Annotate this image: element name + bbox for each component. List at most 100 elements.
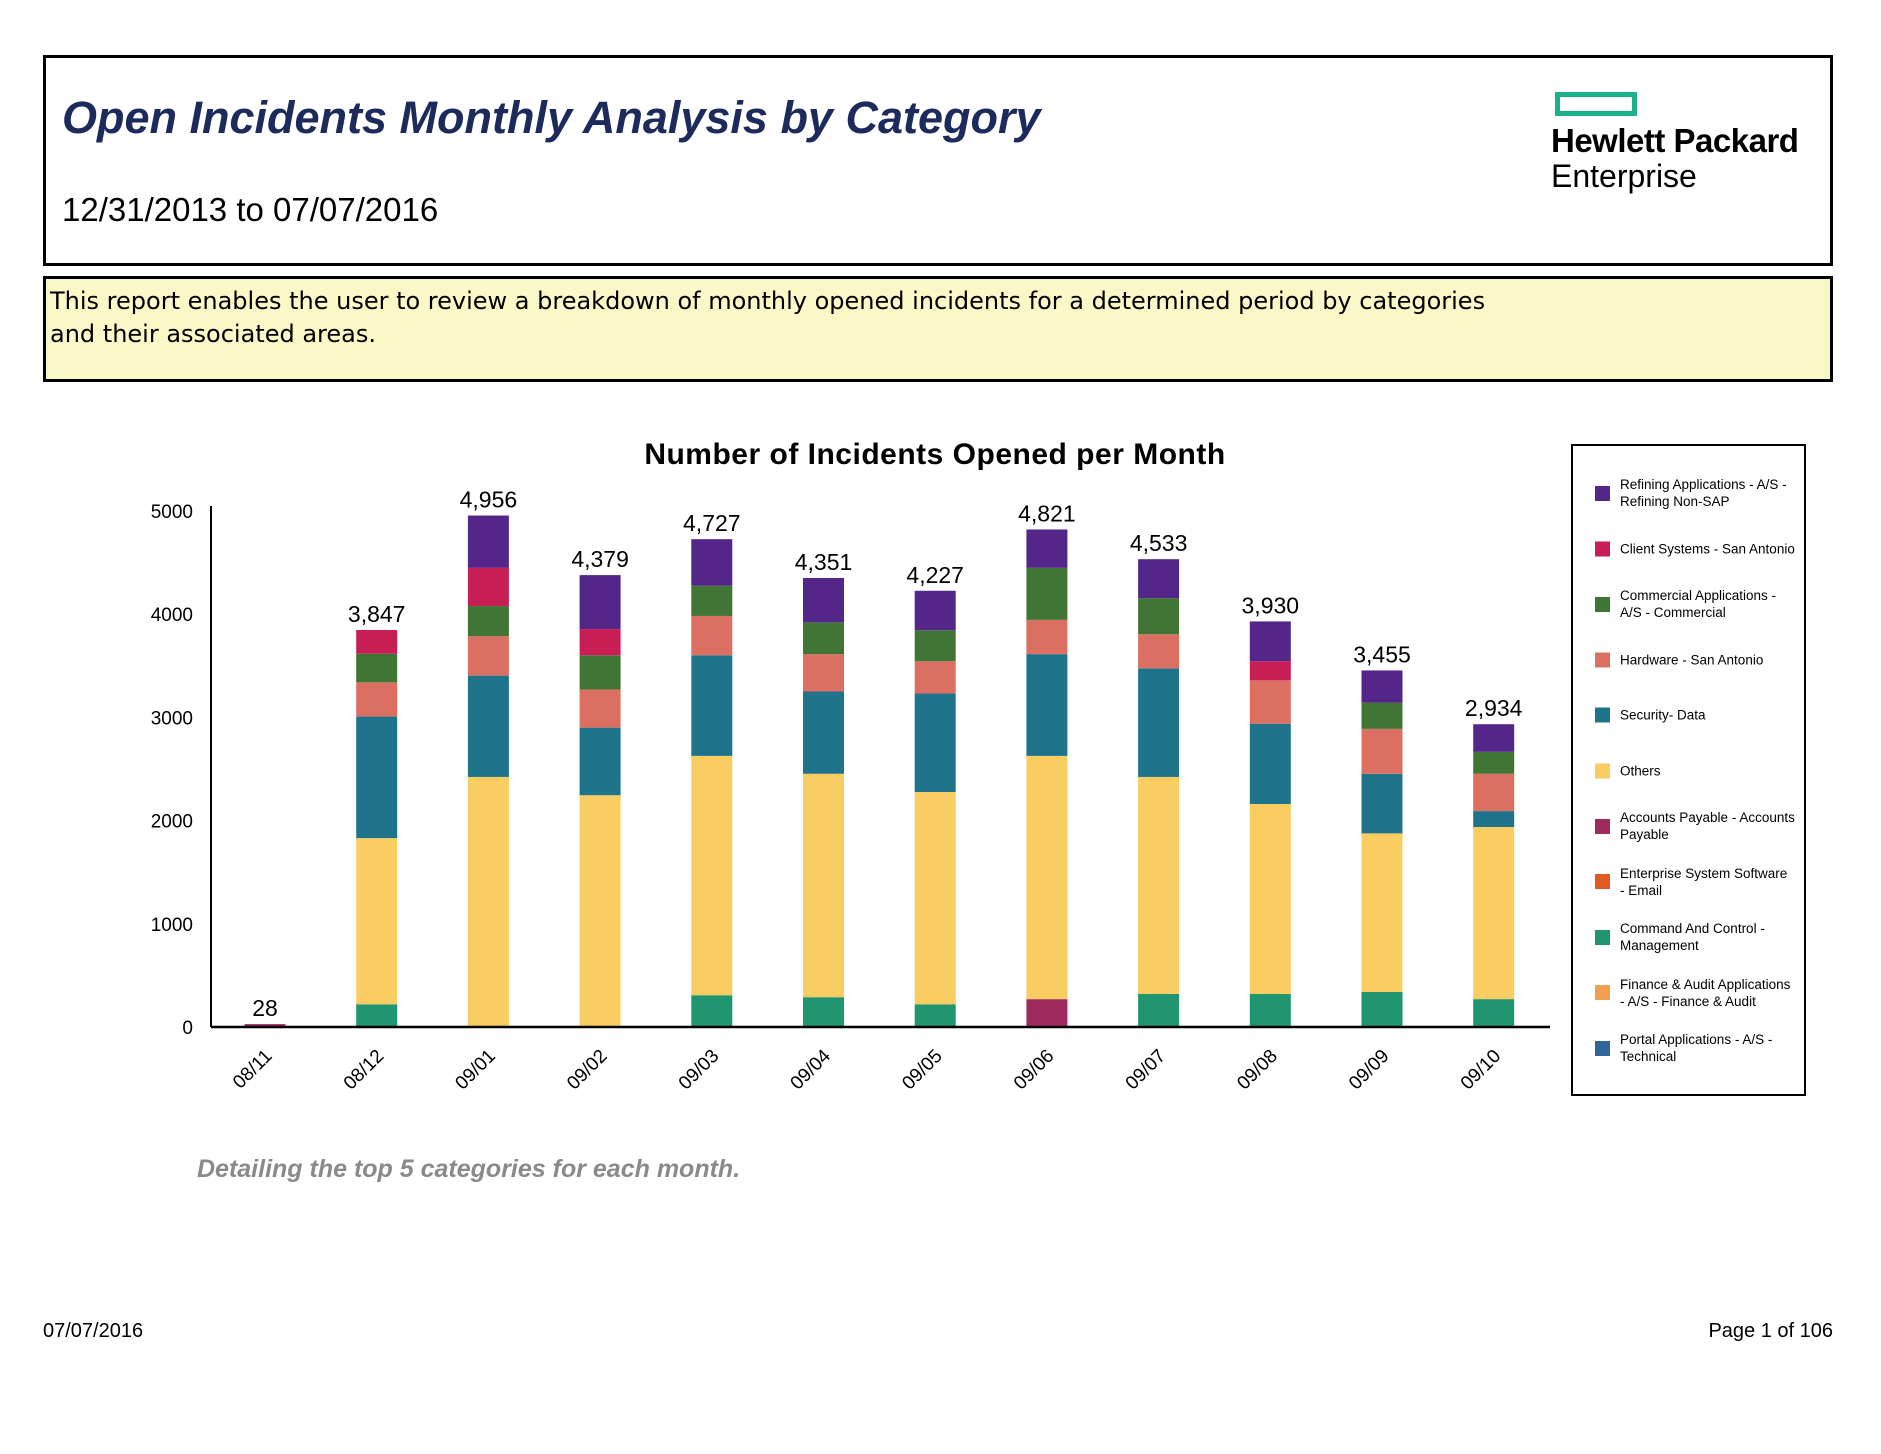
bar-total-label: 4,379 [571, 546, 629, 572]
chart-title: Number of Incidents Opened per Month [644, 438, 1226, 471]
bar-segment [1249, 993, 1291, 1027]
bar-total-label: 4,351 [795, 549, 853, 575]
bar-segment [467, 606, 509, 637]
x-tick-label: 09/01 [451, 1046, 499, 1094]
bar-segment [803, 577, 844, 623]
bar-segment [803, 691, 844, 774]
legend-item: Finance & Audit Applications - A/S - Fin… [1595, 976, 1795, 1010]
x-tick-label: 09/05 [898, 1046, 946, 1094]
bar-segment [914, 792, 956, 1005]
legend-label: Security- Data [1620, 707, 1706, 723]
bar-segment [1249, 661, 1291, 681]
bar-segment [1249, 723, 1291, 804]
bar-segment [1026, 755, 1068, 1000]
x-tick-label: 09/09 [1345, 1046, 1393, 1094]
bar-segment [803, 997, 844, 1027]
bar-segment [356, 716, 398, 839]
bar-segment [803, 773, 844, 998]
legend-swatch [1595, 985, 1610, 1000]
bar-segment [579, 629, 621, 656]
legend-label: Refining Applications - A/S - Refining N… [1620, 477, 1787, 509]
bar-segment [1138, 993, 1180, 1027]
bar-segment [1361, 702, 1403, 729]
legend-item: Commercial Applications - A/S - Commerci… [1595, 587, 1795, 621]
description-text: This report enables the user to review a… [50, 287, 1486, 348]
legend-label: Finance & Audit Applications - A/S - Fin… [1620, 976, 1791, 1009]
bar-segment [1026, 654, 1068, 756]
legend-swatch [1595, 652, 1610, 667]
bar-segment [691, 585, 733, 616]
legend-label: Client Systems - San Antonio [1620, 541, 1795, 556]
bar-segment [579, 655, 621, 690]
bar-segment [356, 653, 398, 683]
legend-label: Enterprise System Software - Email [1620, 865, 1788, 898]
bar-segment [1361, 728, 1403, 774]
bar-segment [1138, 598, 1180, 635]
bar-segment [467, 636, 509, 676]
bar-segment [467, 776, 509, 1027]
x-tick-label: 09/10 [1457, 1046, 1505, 1094]
bar-segment [691, 539, 733, 586]
bar-segment [1473, 724, 1515, 752]
page-number: Page 1 of 106 [1708, 1320, 1833, 1342]
legend-item: Hardware - San Antonio [1595, 651, 1795, 668]
bar-total-label: 28 [252, 995, 278, 1021]
bar-segment [579, 727, 621, 796]
bar-segment [1249, 803, 1291, 994]
x-tick-label: 09/08 [1233, 1046, 1281, 1094]
bar-segment [356, 682, 398, 717]
report-header: Open Incidents Monthly Analysis by Categ… [43, 55, 1833, 266]
x-tick-label: 08/12 [340, 1046, 388, 1094]
bar-total-label: 3,455 [1353, 641, 1411, 667]
y-tick-label: 4000 [151, 605, 193, 626]
legend-label: Command And Control - Management [1620, 921, 1765, 953]
bar-segment [803, 622, 844, 655]
bar-segment [691, 615, 733, 656]
bar-total-label: 4,821 [1018, 500, 1076, 526]
bar-total-label: 3,847 [348, 601, 406, 627]
x-tick-label: 09/06 [1010, 1046, 1058, 1094]
bar-segment [914, 590, 956, 631]
bar-total-label: 4,533 [1130, 530, 1188, 556]
chart-legend: Refining Applications - A/S - Refining N… [1571, 444, 1806, 1096]
legend-item: Others [1595, 762, 1795, 779]
x-tick-label: 09/07 [1122, 1046, 1170, 1094]
legend-swatch [1595, 818, 1610, 834]
logo-text-line1: Hewlett Packard [1551, 122, 1799, 159]
legend-item: Command And Control - Management [1595, 920, 1795, 954]
bar-segment [1249, 680, 1291, 724]
bar-total-label: 4,227 [906, 562, 964, 588]
bar-segment [1473, 826, 1515, 1000]
y-tick-label: 0 [182, 1018, 193, 1039]
bar-segment [1138, 668, 1180, 777]
bar-total-label: 4,956 [460, 487, 518, 513]
legend-swatch [1595, 596, 1610, 612]
bar-segment [1473, 773, 1515, 812]
bar-segment [1138, 559, 1180, 599]
bar-segment [1361, 670, 1403, 703]
footnote: Detailing the top 5 categories for each … [197, 1155, 741, 1183]
y-tick-label: 5000 [151, 502, 193, 523]
legend-swatch [1595, 707, 1610, 723]
bar-segment [356, 838, 398, 1005]
footer-date: 07/07/2016 [43, 1320, 144, 1342]
legend-item: Portal Applications - A/S - Technical [1595, 1031, 1795, 1065]
x-tick-label: 09/02 [563, 1046, 611, 1094]
bar-segment [914, 1004, 956, 1027]
legend-label: Portal Applications - A/S - Technical [1620, 1032, 1773, 1064]
bar-segment [356, 1004, 398, 1027]
bar-segment [579, 689, 621, 728]
bar-segment [1249, 621, 1291, 662]
legend-swatch [1595, 541, 1610, 556]
bar-segment [467, 515, 509, 568]
bar-segment [1026, 529, 1068, 568]
legend-label: Commercial Applications - A/S - Commerci… [1620, 588, 1777, 620]
bar-segment [1361, 833, 1403, 993]
legend-label: Accounts Payable - Accounts Payable [1620, 810, 1795, 842]
bar-total-label: 2,934 [1465, 695, 1523, 721]
bar-segment [579, 795, 621, 1027]
legend-item: Refining Applications - A/S - Refining N… [1595, 476, 1795, 510]
bar-segment [1473, 811, 1515, 827]
legend-swatch [1595, 485, 1610, 501]
